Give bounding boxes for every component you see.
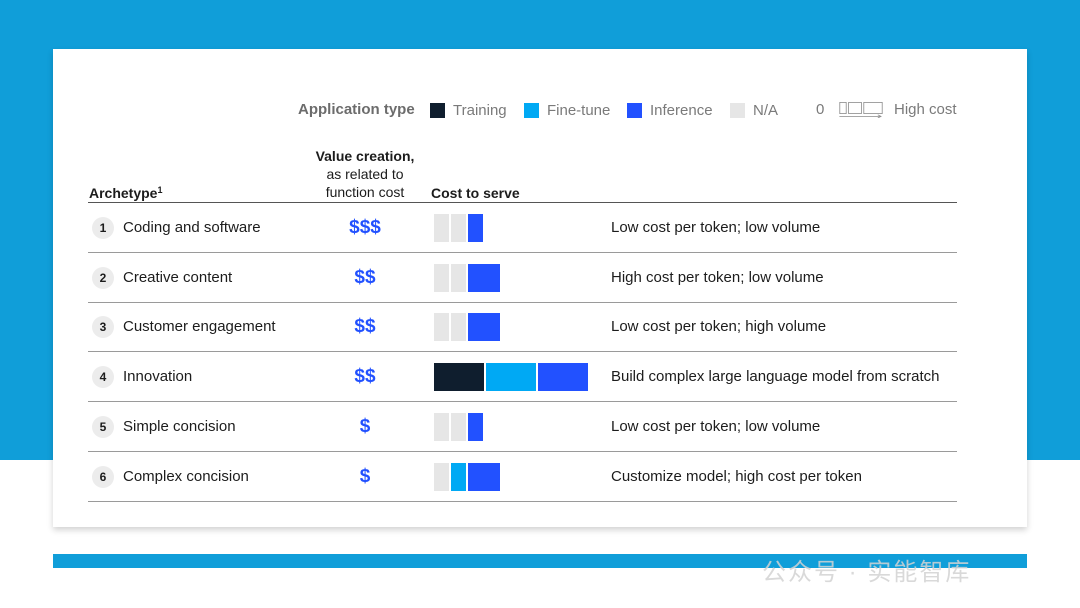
archetype-name: Simple concision [123,417,236,435]
header-value-sub2: function cost [325,184,405,200]
cost-segment-training [434,363,484,392]
archetype-name: Creative content [123,268,233,286]
header-value-creation: Value creation, as related to function c… [300,147,430,201]
row-description: Customize model; high cost per token [611,467,862,485]
legend-title: Application type [298,101,415,118]
cost-to-serve-bar [434,313,500,342]
legend-label-na: N/A [753,101,779,119]
table-row: 5 Simple concision $ Low cost per token; lo… [88,402,957,452]
cost-to-serve-bar [434,412,483,441]
cost-segment-fine-tune [451,462,466,491]
table-row: 2 Creative content $$ High cost per token; … [88,253,957,303]
cost-segment-inference [538,363,588,392]
scale-low-label: 0 [816,101,825,118]
legend-swatch-training [430,102,445,118]
value-creation-rating: $$ [354,316,376,338]
cost-segment-fine-tune [486,363,536,392]
cost-segment-n-a [451,412,466,441]
legend-item-na: N/A [730,100,778,120]
table-row: 3 Customer engagement $$ Low cost per token… [88,302,957,353]
cost-to-serve-bar [434,462,500,491]
header-archetype-note: 1 [157,185,163,195]
legend-swatch-inference [627,102,642,118]
table-row: 1 Coding and software $$$ Low cost per toke… [88,203,957,253]
cost-segment-n-a [451,313,466,342]
legend-item-inference: Inference [627,100,713,120]
cost-segment-inference [468,412,483,441]
value-creation-rating: $$$ [349,217,381,238]
cost-segment-n-a [451,263,466,292]
value-creation-rating: $ [359,465,371,487]
background-strip [53,554,1027,568]
header-cost-to-serve: Cost to serve [431,185,520,201]
row-number-badge: 2 [92,266,114,289]
header-value-bold: Value creation, [315,148,415,164]
scale-boxes-icon [839,102,883,118]
header-value-sub1: as related to [326,166,404,182]
legend-label-inference: Inference [650,101,713,119]
watermark: 公众号 · 实能智库 [762,559,972,586]
row-description: Low cost per token; low volume [611,219,821,236]
row-number-badge: 6 [92,465,114,488]
row-number-badge: 1 [92,217,114,239]
cost-segment-n-a [434,412,449,441]
row-number-badge: 5 [92,415,114,438]
legend-swatch-fine-tune [524,102,539,118]
archetype-name: Innovation [123,368,193,386]
row-description: Low cost per token; high volume [611,318,827,336]
chart-card [53,49,1027,527]
row-description: Build complex large language model from … [611,368,940,386]
cost-segment-n-a [451,214,466,242]
cost-segment-inference [468,263,500,292]
legend-swatch-na [730,102,745,118]
archetype-name: Coding and software [123,219,261,236]
legend-item-training: Training [430,100,507,120]
header-archetype-label: Archetype [89,185,158,201]
legend-item-fine-tune: Fine-tune [524,100,610,120]
cost-segment-inference [468,462,500,491]
cost-segment-inference [468,313,500,342]
row-description: Low cost per token; low volume [611,417,821,435]
value-creation-rating: $$ [354,366,376,388]
row-number-badge: 3 [92,316,114,339]
legend-label-fine-tune: Fine-tune [547,101,611,119]
cost-segment-n-a [434,214,449,242]
cost-segment-n-a [434,462,449,491]
cost-to-serve-bar [434,263,500,292]
legend-label-training: Training [453,101,507,119]
value-creation-rating: $$ [354,266,376,288]
table-row: 6 Complex concision $ Customize model; high… [88,452,957,502]
row-number-badge: 4 [92,366,114,389]
cost-to-serve-bar [434,214,483,242]
scale-high-label: High cost [894,101,957,118]
header-rule [88,202,957,203]
cost-segment-inference [468,214,483,242]
cost-to-serve-bar [434,363,588,392]
row-description: High cost per token; low volume [611,268,824,286]
archetype-name: Customer engagement [123,318,276,336]
cost-segment-n-a [434,263,449,292]
table-row: 4 Innovation $$ Build complex large languag… [88,352,957,403]
archetype-name: Complex concision [123,467,249,485]
cost-segment-n-a [434,313,449,342]
header-archetype: Archetype1 [89,185,162,201]
value-creation-rating: $ [359,415,371,437]
